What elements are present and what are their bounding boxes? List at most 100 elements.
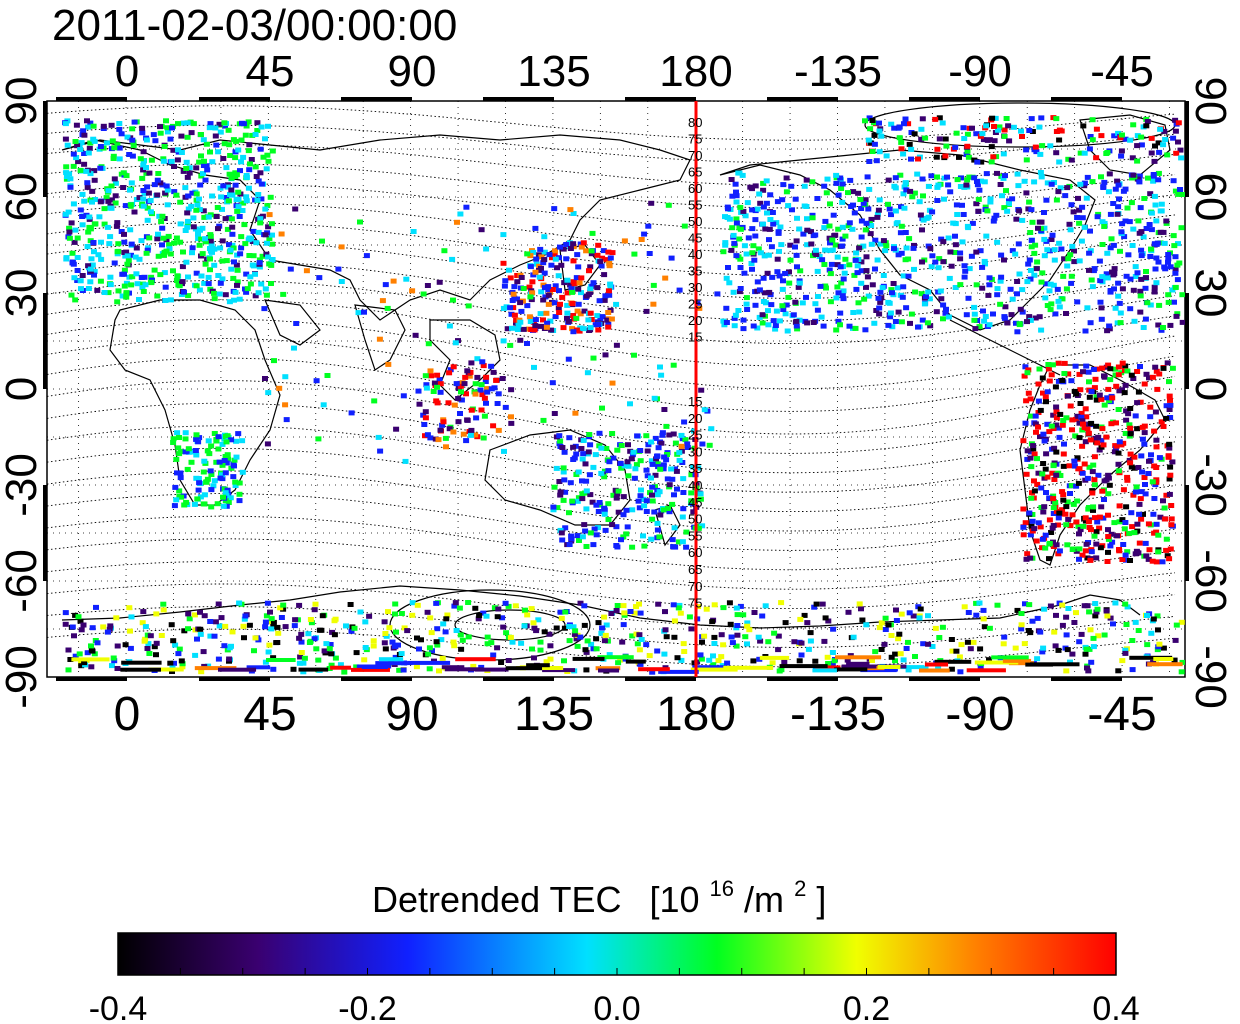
tec-pixel [803, 294, 809, 300]
tec-pixel [888, 633, 895, 638]
tec-pixel [198, 669, 205, 675]
tec-pixel [973, 600, 980, 606]
tec-pixel [90, 123, 97, 129]
tec-pixel [545, 301, 552, 307]
tec-pixel [844, 657, 851, 663]
tec-pixel [1149, 479, 1156, 485]
tec-pixel [1160, 325, 1166, 330]
tec-pixel [778, 242, 785, 248]
tec-pixel [1080, 523, 1087, 529]
tec-pixel [265, 123, 271, 129]
tec-pixel [964, 177, 971, 183]
tec-pixel [577, 600, 584, 606]
tec-pixel [552, 283, 559, 289]
tec-pixel [1126, 422, 1133, 428]
tec-pixel [518, 640, 525, 646]
tec-pixel [997, 182, 1004, 187]
tec-pixel [91, 177, 98, 183]
tec-pixel [1060, 451, 1067, 457]
tec-pixel [1069, 512, 1076, 518]
tec-pixel [878, 647, 885, 652]
tec-pixel [560, 246, 567, 252]
tec-pixel [1067, 403, 1074, 409]
tec-pixel [1142, 540, 1149, 546]
tec-pixel [1173, 150, 1180, 156]
tec-pixel [1079, 443, 1086, 449]
tec-pixel [507, 634, 514, 640]
tec-pixel [614, 447, 621, 453]
tec-pixel [1163, 415, 1170, 421]
tec-pixel [108, 205, 115, 211]
tec-pixel [105, 290, 112, 296]
tec-pixel [1023, 157, 1030, 163]
tec-pixel [382, 631, 389, 636]
tec-pixel [1087, 320, 1094, 326]
tec-pixel [206, 451, 213, 457]
tec-pixel [943, 306, 949, 312]
tec-pixel [688, 472, 695, 478]
tec-pixel [1114, 533, 1120, 539]
tec-pixel [202, 239, 209, 245]
tec-pixel [1076, 556, 1082, 562]
tec-pixel [683, 544, 690, 550]
tec-pixel [425, 651, 432, 657]
tec-pixel [654, 527, 661, 533]
tec-pixel [990, 311, 996, 317]
tec-pixel [1143, 123, 1150, 129]
tec-pixel [659, 430, 666, 436]
tec-pixel [985, 292, 992, 298]
tec-pixel [876, 311, 883, 317]
tec-pixel [813, 601, 820, 607]
tec-pixel [262, 619, 269, 625]
tec-pixel [313, 378, 320, 384]
tec-pixel [1165, 292, 1172, 298]
tec-pixel [247, 281, 254, 287]
tec-pixel [457, 383, 464, 389]
tec-pixel [779, 197, 786, 203]
tec-pixel [792, 244, 798, 250]
tec-pixel [770, 318, 777, 324]
tec-pixel [546, 290, 553, 296]
tec-pixel [775, 633, 782, 639]
tec-pixel [549, 255, 555, 261]
tec-pixel [1130, 376, 1137, 381]
tec-pixel [280, 602, 287, 608]
tec-pixel [929, 644, 936, 649]
tec-pixel [573, 327, 580, 333]
tec-pixel [1129, 655, 1173, 660]
tec-pixel [1013, 320, 1019, 326]
tec-pixel [976, 187, 983, 193]
y-tick-label-right: 0 [1186, 377, 1235, 401]
tec-pixel [412, 332, 419, 338]
tec-pixel [723, 320, 730, 325]
tec-pixel [1041, 236, 1048, 242]
tec-pixel [603, 622, 610, 628]
tec-pixel [257, 146, 264, 152]
tec-pixel [277, 605, 284, 611]
tec-pixel [869, 658, 875, 663]
tec-pixel [183, 166, 190, 171]
tec-pixel [245, 148, 252, 154]
tec-pixel [552, 248, 558, 254]
tec-pixel [686, 614, 693, 620]
tec-pixel [858, 268, 865, 274]
tec-pixel [428, 630, 435, 636]
tec-pixel [571, 286, 578, 292]
tec-pixel [681, 649, 688, 654]
tec-pixel [675, 539, 682, 545]
tec-pixel [224, 452, 231, 458]
tec-pixel [1019, 287, 1026, 293]
tec-pixel [1046, 495, 1053, 501]
tec-pixel [104, 140, 110, 146]
tec-pixel [97, 278, 104, 284]
tec-pixel [662, 609, 668, 615]
tec-pixel [1092, 515, 1098, 521]
tec-pixel [1127, 451, 1134, 457]
tec-pixel [1024, 551, 1031, 557]
tec-pixel [311, 607, 318, 613]
tec-pixel [631, 251, 638, 257]
tec-pixel [936, 256, 943, 262]
tec-pixel [1172, 188, 1179, 194]
tec-pixel [965, 610, 972, 615]
tec-pixel [812, 232, 819, 238]
